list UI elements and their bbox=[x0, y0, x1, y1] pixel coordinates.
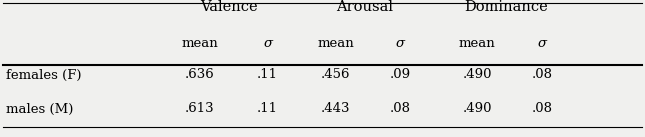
Text: .636: .636 bbox=[185, 68, 215, 82]
Text: .08: .08 bbox=[531, 68, 552, 82]
Text: males (M): males (M) bbox=[6, 102, 74, 115]
Text: .613: .613 bbox=[185, 102, 215, 115]
Text: σ: σ bbox=[537, 37, 546, 50]
Text: mean: mean bbox=[182, 37, 218, 50]
Text: mean: mean bbox=[459, 37, 495, 50]
Text: .11: .11 bbox=[257, 68, 278, 82]
Text: .490: .490 bbox=[462, 102, 492, 115]
Text: σ: σ bbox=[263, 37, 272, 50]
Text: .09: .09 bbox=[390, 68, 410, 82]
Text: .11: .11 bbox=[257, 102, 278, 115]
Text: .490: .490 bbox=[462, 68, 492, 82]
Text: σ: σ bbox=[395, 37, 404, 50]
Text: mean: mean bbox=[317, 37, 353, 50]
Text: .443: .443 bbox=[321, 102, 350, 115]
Text: .456: .456 bbox=[321, 68, 350, 82]
Text: Arousal: Arousal bbox=[336, 0, 393, 14]
Text: .08: .08 bbox=[390, 102, 410, 115]
Text: .08: .08 bbox=[531, 102, 552, 115]
Text: Valence: Valence bbox=[200, 0, 258, 14]
Text: Dominance: Dominance bbox=[464, 0, 548, 14]
Text: females (F): females (F) bbox=[6, 68, 82, 82]
